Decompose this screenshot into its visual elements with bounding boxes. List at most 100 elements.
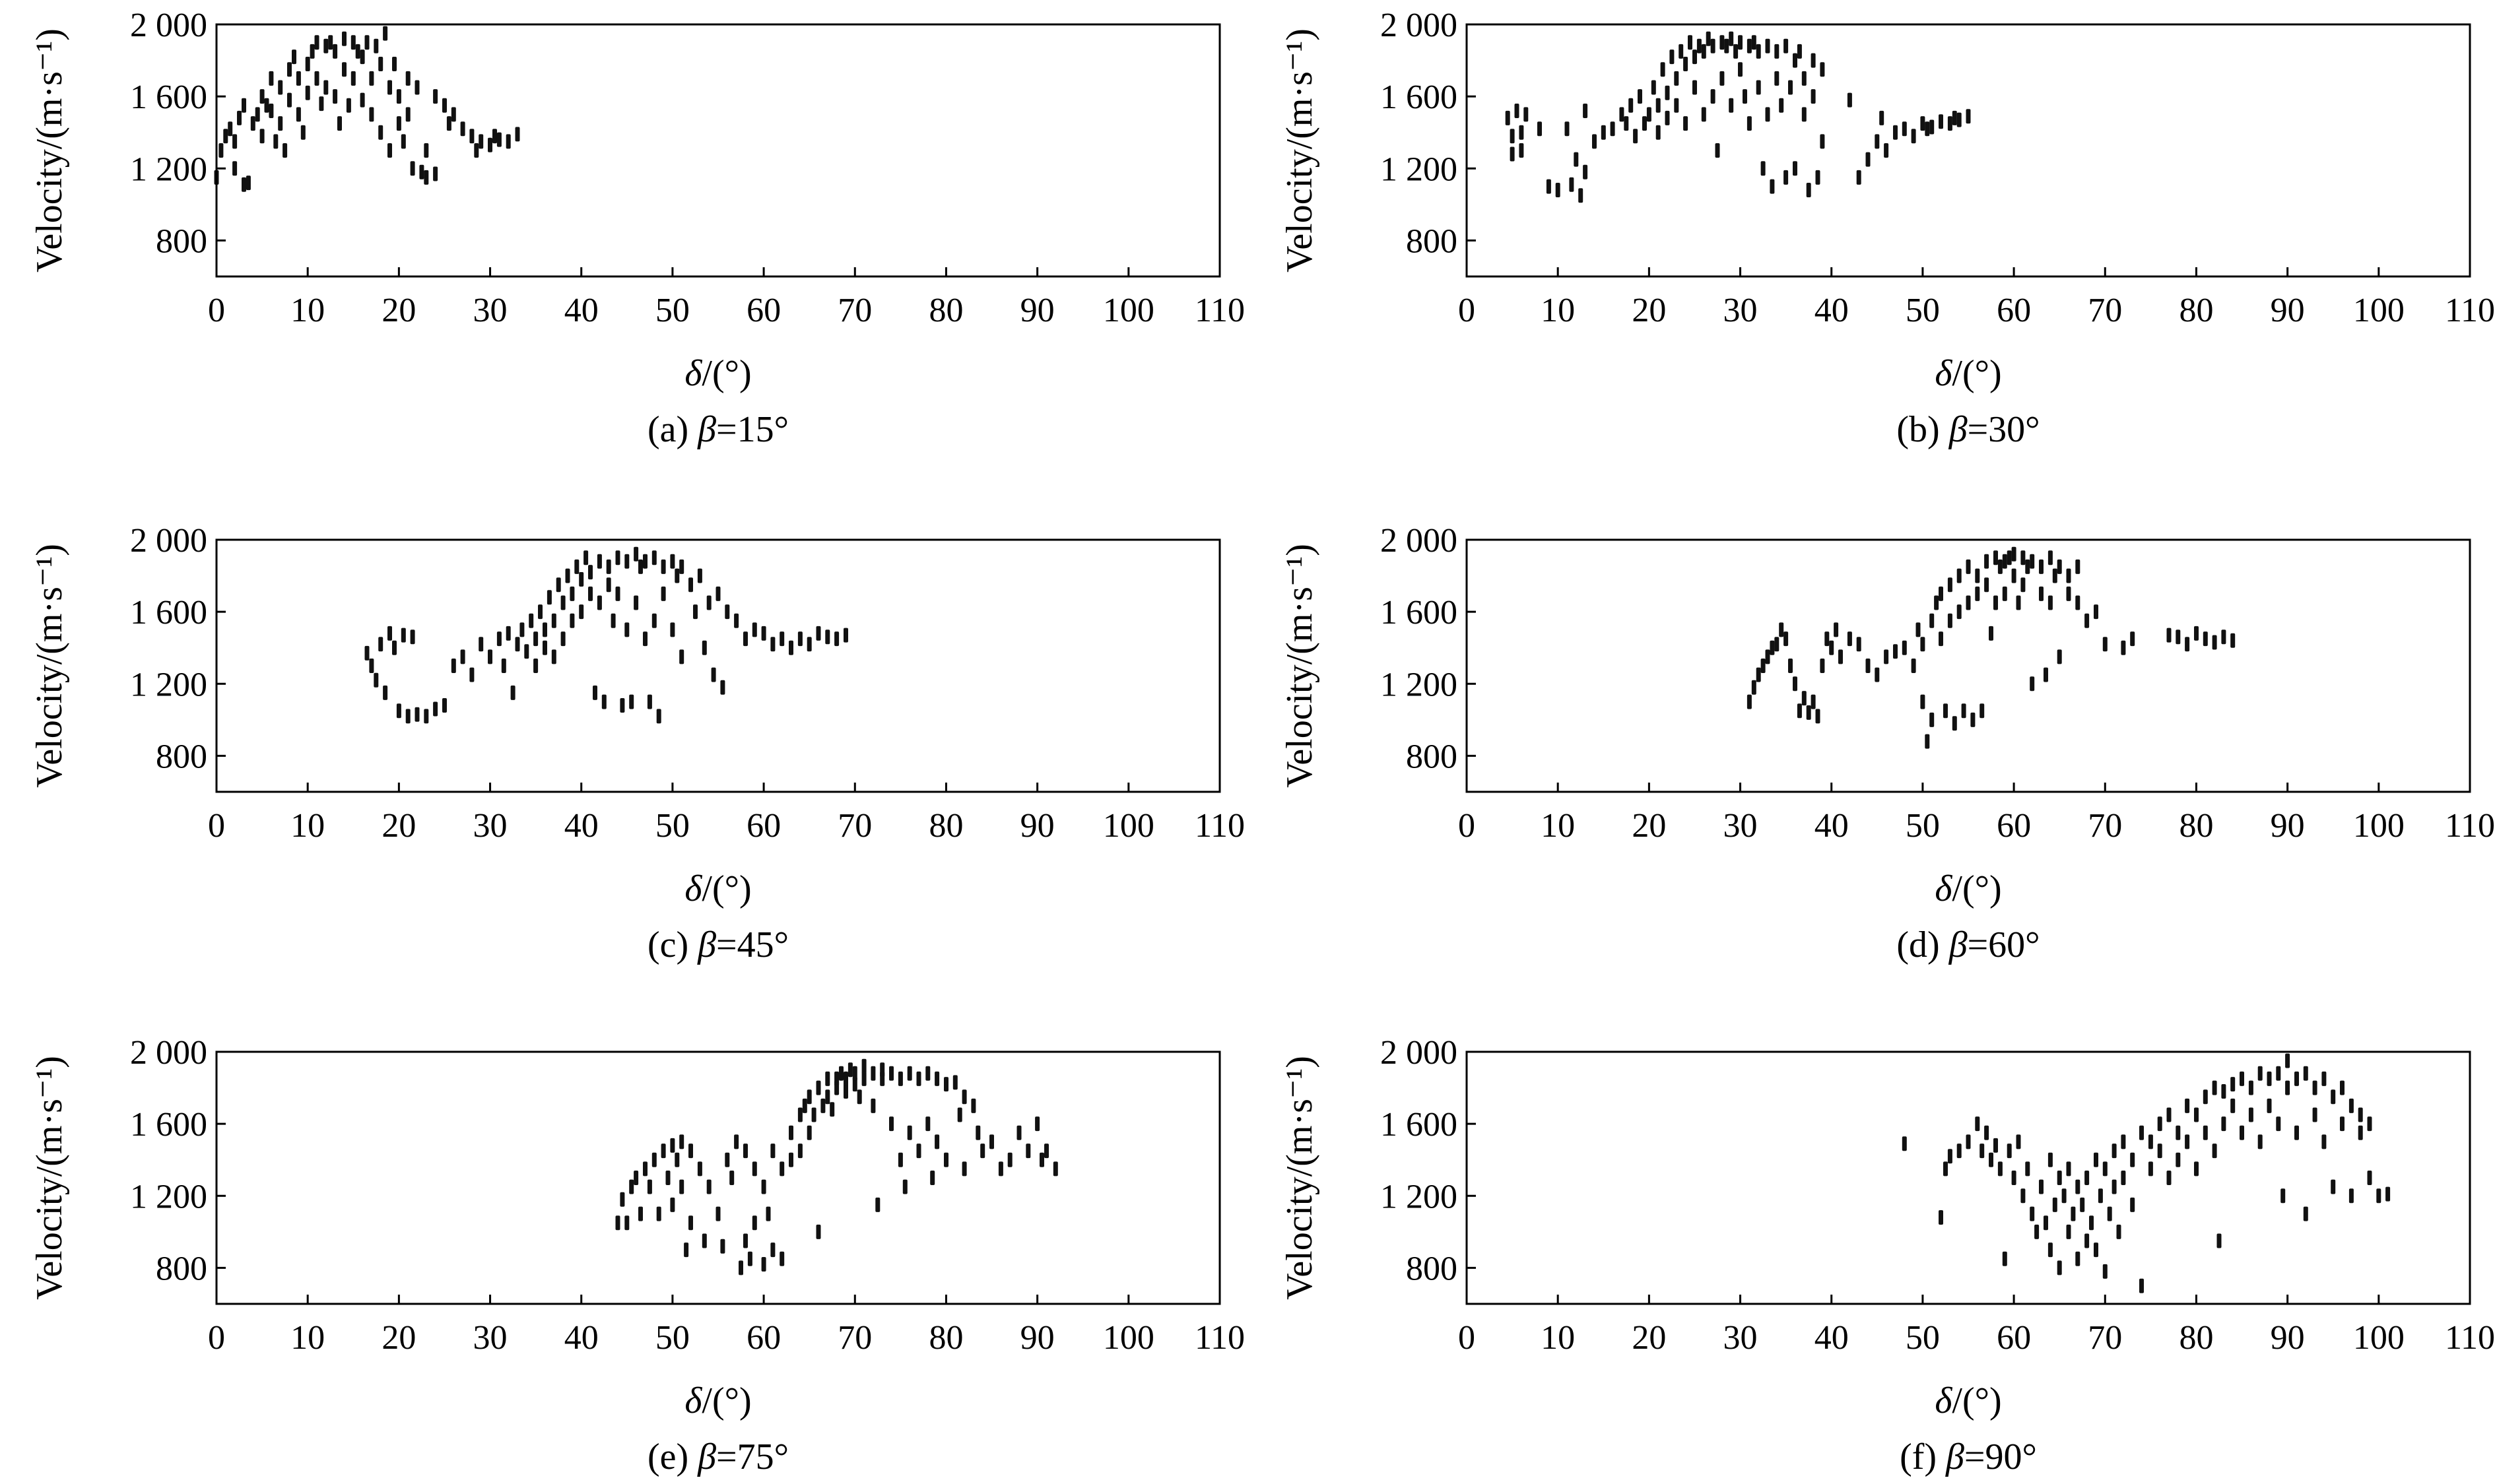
data-point <box>2002 554 2007 569</box>
plot-frame <box>215 1050 1221 1305</box>
data-point <box>1679 44 1684 59</box>
data-point <box>1519 125 1524 140</box>
data-point <box>424 143 429 158</box>
data-point <box>1674 71 1679 86</box>
x-tick-label: 110 <box>2445 1319 2495 1357</box>
data-point <box>1956 568 1962 583</box>
data-point <box>2176 629 2181 645</box>
data-point <box>1920 694 1925 709</box>
data-point <box>1788 659 1793 673</box>
data-point <box>1929 613 1935 628</box>
data-point <box>780 1161 785 1177</box>
data-point <box>743 1233 748 1248</box>
data-point <box>496 132 502 147</box>
data-point <box>1956 604 1962 620</box>
y-tick-label: 1 200 <box>1380 666 1457 703</box>
data-point <box>2230 633 2236 648</box>
data-point <box>1979 1144 1985 1159</box>
data-point <box>1856 170 1861 185</box>
data-point <box>278 116 283 131</box>
data-point <box>1510 146 1515 162</box>
data-point <box>2139 1125 2144 1140</box>
data-point <box>2340 1080 2345 1095</box>
data-point <box>2080 1197 2085 1212</box>
data-point <box>1989 1152 1993 1167</box>
data-point <box>292 49 296 65</box>
data-point <box>734 1134 739 1149</box>
data-point <box>807 1089 812 1105</box>
data-point <box>902 1179 908 1194</box>
data-point <box>1669 49 1675 65</box>
data-point <box>1774 637 1780 652</box>
data-point <box>1902 121 1907 137</box>
data-point <box>364 35 370 50</box>
data-point <box>1546 179 1551 194</box>
data-point <box>1797 44 1802 59</box>
data-point <box>2221 1084 2226 1099</box>
data-point <box>1793 53 1797 68</box>
x-tick-label: 70 <box>838 1319 872 1357</box>
data-point <box>1765 649 1770 664</box>
data-point <box>889 1066 894 1081</box>
data-point <box>1783 631 1789 647</box>
data-point <box>2358 1107 2363 1122</box>
data-point <box>679 559 684 574</box>
data-point <box>369 107 374 122</box>
data-point <box>1583 164 1588 179</box>
x-tick-label: 70 <box>2088 1319 2122 1357</box>
data-point <box>355 44 360 59</box>
data-points <box>615 1058 1058 1275</box>
data-point <box>287 62 292 77</box>
data-point <box>670 554 675 569</box>
data-point <box>1683 116 1688 131</box>
data-point <box>556 577 561 593</box>
x-axis-label: δ/(°) <box>1935 1380 2001 1421</box>
data-point <box>1760 161 1766 176</box>
data-point <box>492 129 497 144</box>
data-point <box>1751 35 1756 50</box>
data-point <box>2130 1197 2135 1212</box>
data-point <box>670 1197 675 1212</box>
data-point <box>2047 550 2053 565</box>
data-point <box>1989 626 1993 641</box>
data-point <box>665 1171 671 1185</box>
x-tick-label: 40 <box>1814 1319 1849 1357</box>
data-point <box>1820 659 1825 673</box>
data-point <box>1592 134 1597 149</box>
data-point <box>2011 546 2016 562</box>
data-point <box>378 637 383 652</box>
data-point <box>246 176 251 191</box>
data-point <box>1774 44 1780 59</box>
x-tick-label: 110 <box>1195 1319 1245 1357</box>
y-tick-label: 1 200 <box>130 1178 207 1215</box>
data-point <box>387 143 392 158</box>
data-point <box>706 1179 712 1194</box>
data-point <box>232 161 238 176</box>
x-tick-label: 20 <box>382 1319 416 1357</box>
data-point <box>2212 635 2217 650</box>
data-point <box>2075 1179 2080 1194</box>
data-point <box>1943 1161 1948 1177</box>
x-tick-label: 60 <box>1997 292 2031 329</box>
data-point <box>1939 586 1943 601</box>
data-point <box>543 640 547 655</box>
data-point <box>1939 1210 1943 1225</box>
data-point <box>693 604 698 620</box>
data-point <box>1902 640 1907 655</box>
data-point <box>2107 1206 2112 1221</box>
data-point <box>1040 1152 1044 1167</box>
data-point <box>2075 1251 2080 1266</box>
data-point <box>255 107 260 122</box>
data-points <box>1746 546 2236 749</box>
data-point <box>1920 637 1925 652</box>
y-tick-label: 1 600 <box>130 1106 207 1144</box>
data-point <box>615 1215 620 1231</box>
x-tick-label: 30 <box>473 807 508 845</box>
data-point <box>1815 709 1820 724</box>
data-point <box>944 1077 948 1092</box>
data-point <box>259 89 265 104</box>
data-point <box>620 1192 625 1207</box>
data-point <box>670 622 675 637</box>
x-tick-label: 80 <box>929 292 963 329</box>
